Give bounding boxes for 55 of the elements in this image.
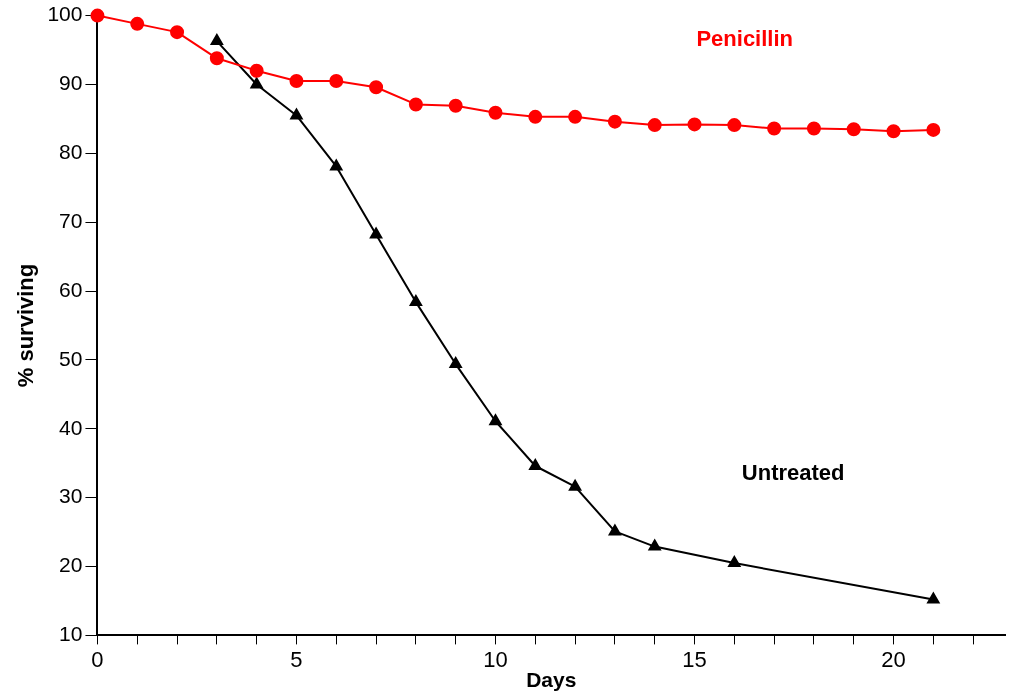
point xyxy=(488,105,503,120)
point xyxy=(568,479,582,491)
point xyxy=(90,8,105,23)
y-tick-label: 20 xyxy=(59,553,83,577)
point xyxy=(330,159,343,171)
y-tick-label: 30 xyxy=(59,484,83,508)
y-tick-label: 80 xyxy=(59,140,83,164)
point xyxy=(210,34,224,46)
y-tick-label: 90 xyxy=(59,71,83,95)
point xyxy=(250,77,263,89)
point xyxy=(369,80,384,95)
point xyxy=(209,51,224,66)
point xyxy=(489,414,502,426)
point xyxy=(369,227,383,239)
y-tick-label: 40 xyxy=(59,415,83,439)
point xyxy=(927,592,940,604)
x-tick-label: 20 xyxy=(881,646,906,672)
y-tick-label: 70 xyxy=(59,209,83,232)
point xyxy=(806,121,821,136)
y-tick-label: 60 xyxy=(59,277,83,301)
x-tick-label: 0 xyxy=(91,646,104,672)
point xyxy=(408,97,423,112)
y-tick-label: 100 xyxy=(47,2,83,26)
point xyxy=(647,118,662,133)
point xyxy=(607,114,622,129)
point xyxy=(886,124,901,139)
x-tick-label: 5 xyxy=(290,646,303,672)
point xyxy=(926,122,941,137)
text: Untreated xyxy=(741,460,845,486)
y-axis-title: % surviving xyxy=(13,263,39,388)
point xyxy=(529,458,542,470)
point xyxy=(687,117,702,132)
point xyxy=(846,122,861,137)
point xyxy=(249,63,264,78)
point xyxy=(289,74,304,89)
point xyxy=(767,121,782,136)
point xyxy=(409,295,423,307)
point xyxy=(170,25,185,40)
point xyxy=(448,98,463,113)
y-tick-label: 10 xyxy=(59,622,83,646)
point xyxy=(449,357,462,369)
point xyxy=(568,109,583,124)
point xyxy=(528,109,543,124)
x-axis-title: Days xyxy=(526,668,577,692)
point xyxy=(130,16,145,31)
point xyxy=(727,118,742,133)
text: Penicillin xyxy=(696,26,794,52)
point xyxy=(648,539,661,551)
point xyxy=(290,108,303,120)
point xyxy=(608,524,622,536)
point xyxy=(728,556,741,568)
x-tick-label: 15 xyxy=(682,646,707,672)
x-tick-label: 10 xyxy=(483,646,508,672)
point xyxy=(329,74,344,89)
y-tick-label: 50 xyxy=(59,346,83,370)
